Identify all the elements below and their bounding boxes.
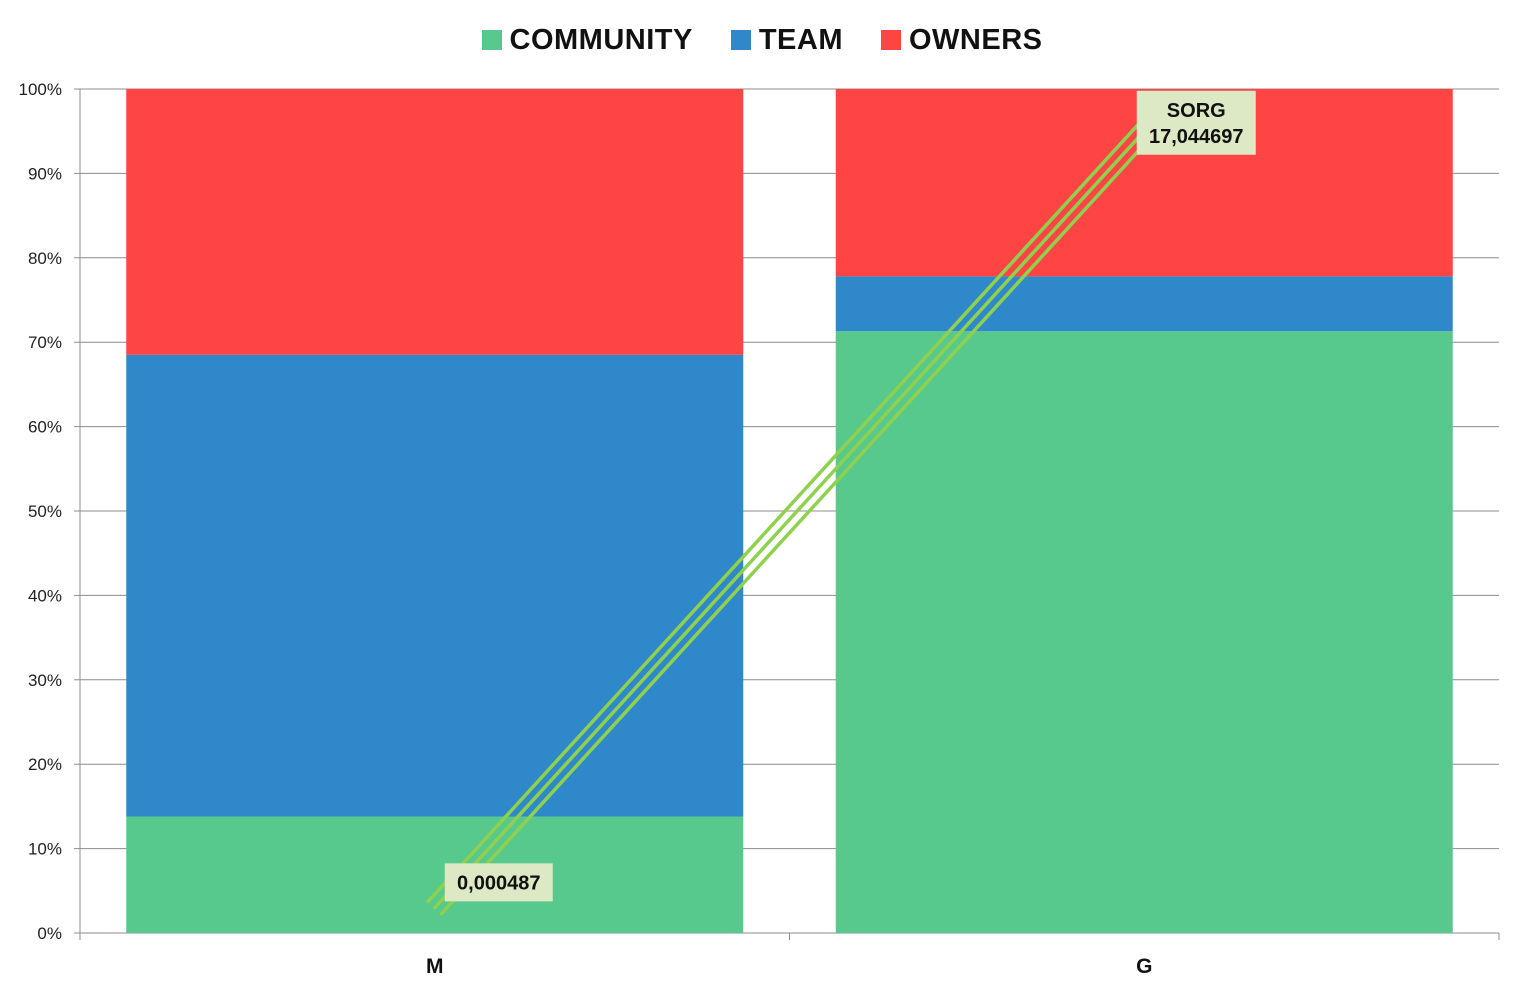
legend-item-owners: OWNERS (881, 24, 1043, 57)
y-tick-label: 80% (28, 249, 62, 268)
legend-label: OWNERS (909, 23, 1043, 56)
bar-owners-m (126, 89, 744, 355)
legend-swatch (881, 30, 901, 50)
bar-team-m (126, 354, 744, 817)
x-category-label: G (1136, 955, 1152, 978)
y-tick-label: 20% (28, 755, 62, 774)
annotation-text: 17,044697 (1149, 126, 1244, 148)
legend-item-community: COMMUNITY (481, 23, 693, 57)
y-tick-label: 70% (28, 333, 62, 352)
annotation-text: SORG (1167, 100, 1226, 122)
trend-line (433, 129, 1146, 910)
legend-label: TEAM (758, 23, 843, 56)
legend-swatch (730, 30, 751, 50)
y-tick-label: 90% (28, 164, 62, 183)
bar-community-g (835, 331, 1453, 933)
legend-item-team: TEAM (730, 23, 843, 57)
y-tick-label: 0% (37, 924, 62, 943)
bar-community-m (126, 816, 744, 933)
trend-line (439, 135, 1153, 916)
annotation-box (444, 863, 553, 902)
y-tick-label: 40% (28, 586, 62, 605)
y-tick-label: 30% (28, 671, 62, 690)
annotation-box (1136, 90, 1256, 155)
chart-legend: COMMUNITY TEAM OWNERS (0, 20, 1524, 60)
y-tick-label: 50% (28, 502, 62, 521)
legend-label: COMMUNITY (509, 23, 693, 56)
bar-team-g (835, 276, 1453, 332)
legend-swatch (481, 30, 502, 50)
y-tick-label: 100% (19, 80, 62, 99)
trend-line (426, 123, 1140, 904)
x-category-label: M (426, 955, 444, 978)
y-tick-label: 10% (28, 840, 62, 859)
annotation-text: 0,000487 (457, 872, 540, 894)
y-tick-label: 60% (28, 418, 62, 437)
